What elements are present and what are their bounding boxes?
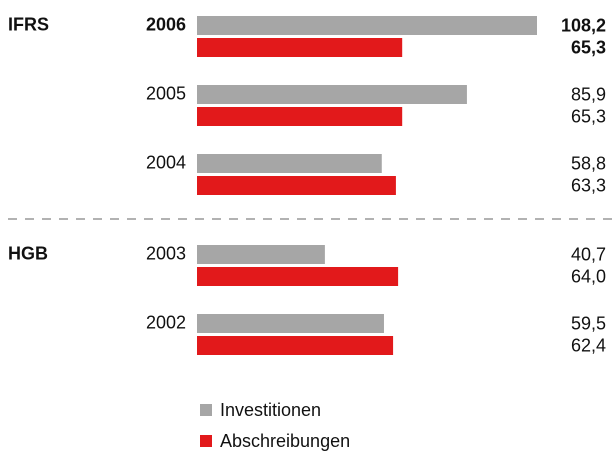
bar: [197, 336, 394, 355]
category-label: 2005: [146, 83, 186, 103]
category-label: 2006: [146, 14, 186, 34]
bar: [197, 267, 399, 286]
value-label: 58,8: [571, 153, 606, 173]
group-label: HGB: [8, 243, 48, 263]
value-label: 85,9: [571, 84, 606, 104]
value-label: 40,7: [571, 244, 606, 264]
value-label: 65,3: [571, 106, 606, 126]
bar: [197, 314, 384, 333]
bar: [197, 16, 537, 35]
bar: [197, 85, 467, 104]
category-label: 2004: [146, 152, 186, 172]
category-label: 2002: [146, 312, 186, 332]
value-label: 62,4: [571, 335, 606, 355]
category-label: 2003: [146, 243, 186, 263]
value-label: 64,0: [571, 266, 606, 286]
bar: [197, 154, 382, 173]
bar: [197, 107, 403, 126]
legend-label: Investitionen: [220, 400, 321, 420]
group-label: IFRS: [8, 14, 49, 34]
value-label: 108,2: [561, 15, 606, 35]
value-label: 63,3: [571, 175, 606, 195]
legend-swatch: [200, 435, 212, 447]
value-label: 65,3: [571, 37, 606, 57]
legend-swatch: [200, 404, 212, 416]
bar: [197, 176, 396, 195]
value-label: 59,5: [571, 313, 606, 333]
bar: [197, 245, 325, 264]
legend-label: Abschreibungen: [220, 431, 350, 451]
bar: [197, 38, 403, 57]
